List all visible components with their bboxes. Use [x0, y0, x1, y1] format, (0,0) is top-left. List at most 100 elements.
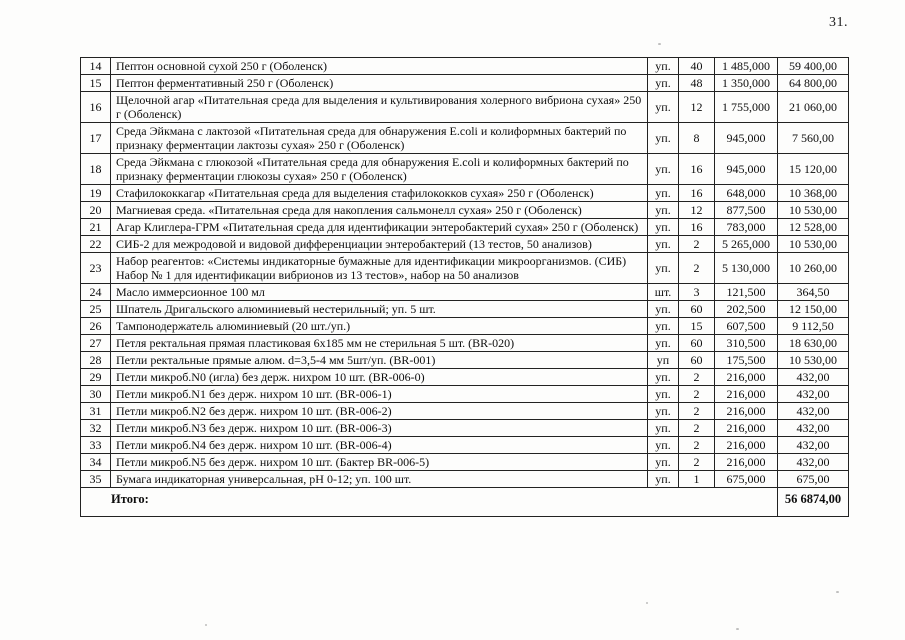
row-number-cell: 29 — [80, 368, 111, 386]
items-body: 14 Пептон основной сухой 250 г (Оболенск)… — [80, 57, 849, 488]
unit-cell: уп. — [647, 419, 679, 437]
quantity-cell: 60 — [678, 351, 715, 369]
unit-price-cell: 5 130,000 — [714, 252, 778, 284]
line-total-cell: 59 400,00 — [777, 57, 849, 75]
table-row: 21 Агар Клиглера-ГРМ «Питательная среда д… — [80, 218, 849, 236]
unit-cell: уп. — [647, 317, 679, 335]
item-description: Агар Клиглера-ГРМ «Питательная среда для… — [110, 218, 648, 236]
unit-price-cell: 216,000 — [714, 436, 778, 454]
quantity-cell: 2 — [678, 436, 715, 454]
table-row: 18 Среда Эйкмана с глюкозой «Питательная … — [80, 153, 849, 185]
quantity-cell: 2 — [678, 368, 715, 386]
item-description: Шпатель Дригальского алюминиевый нестери… — [110, 300, 648, 318]
table-row: 15 Пептон ферментативный 250 г (Оболенск)… — [80, 74, 849, 92]
line-total-cell: 9 112,50 — [777, 317, 849, 335]
line-total-cell: 10 530,00 — [777, 235, 849, 253]
quantity-cell: 16 — [678, 153, 715, 185]
item-description: Среда Эйкмана с глюкозой «Питательная ср… — [110, 153, 648, 185]
row-number-cell: 15 — [80, 74, 111, 92]
quantity-cell: 2 — [678, 419, 715, 437]
table-row: 22 СИБ-2 для межродовой и видовой диффере… — [80, 235, 849, 253]
unit-price-cell: 945,000 — [714, 153, 778, 185]
table-row: 26 Тампонодержатель алюминиевый (20 шт./у… — [80, 317, 849, 335]
row-number-cell: 16 — [80, 91, 111, 123]
item-description: Стафилококкагар «Питательная среда для в… — [110, 184, 648, 202]
line-total-cell: 10 530,00 — [777, 201, 849, 219]
table-row: 29 Петли микроб.N0 (игла) без держ. нихро… — [80, 368, 849, 386]
quantity-cell: 12 — [678, 201, 715, 219]
quantity-cell: 2 — [678, 235, 715, 253]
page-number: 31. — [829, 15, 848, 30]
item-description: Петли микроб.N3 без держ. нихром 10 шт. … — [110, 419, 648, 437]
scan-speck — [736, 628, 739, 630]
price-list-table: 14 Пептон основной сухой 250 г (Оболенск)… — [80, 57, 849, 517]
row-number-cell: 30 — [80, 385, 111, 403]
unit-price-cell: 675,000 — [714, 470, 778, 488]
table-row: 31 Петли микроб.N2 без держ. нихром 10 шт… — [80, 402, 849, 420]
totals-body: Итого: 56 6874,00 — [80, 487, 849, 517]
row-number-cell: 31 — [80, 402, 111, 420]
unit-price-cell: 216,000 — [714, 368, 778, 386]
table-row: 30 Петли микроб.N1 без держ. нихром 10 шт… — [80, 385, 849, 403]
item-description: Набор реагентов: «Системы индикаторные б… — [110, 252, 648, 284]
quantity-cell: 12 — [678, 91, 715, 123]
line-total-cell: 364,50 — [777, 283, 849, 301]
row-number-cell: 26 — [80, 317, 111, 335]
row-number-cell: 20 — [80, 201, 111, 219]
row-number-cell: 21 — [80, 218, 111, 236]
table-row: 23 Набор реагентов: «Системы индикаторные… — [80, 252, 849, 284]
line-total-cell: 12 150,00 — [777, 300, 849, 318]
row-number-cell: 23 — [80, 252, 111, 284]
item-description: Среда Эйкмана с лактозой «Питательная ср… — [110, 122, 648, 154]
table-row: 20 Магниевая среда. «Питательная среда дл… — [80, 201, 849, 219]
quantity-cell: 2 — [678, 252, 715, 284]
unit-price-cell: 175,500 — [714, 351, 778, 369]
unit-cell: уп. — [647, 453, 679, 471]
table-row: 34 Петли микроб.N5 без держ. нихром 10 шт… — [80, 453, 849, 471]
row-number-cell: 18 — [80, 153, 111, 185]
scan-speck — [836, 591, 839, 593]
row-number-cell: 14 — [80, 57, 111, 75]
unit-price-cell: 1 350,000 — [714, 74, 778, 92]
unit-price-cell: 216,000 — [714, 385, 778, 403]
unit-price-cell: 607,500 — [714, 317, 778, 335]
table-row: 33 Петли микроб.N4 без держ. нихром 10 шт… — [80, 436, 849, 454]
item-description: Тампонодержатель алюминиевый (20 шт./уп.… — [110, 317, 648, 335]
row-number-cell: 25 — [80, 300, 111, 318]
unit-cell: шт. — [647, 283, 679, 301]
unit-cell: уп. — [647, 201, 679, 219]
row-number-cell: 33 — [80, 436, 111, 454]
unit-cell: уп. — [647, 153, 679, 185]
item-description: Петли микроб.N4 без держ. нихром 10 шт. … — [110, 436, 648, 454]
unit-cell: уп. — [647, 368, 679, 386]
line-total-cell: 432,00 — [777, 402, 849, 420]
quantity-cell: 60 — [678, 334, 715, 352]
item-description: Щелочной агар «Питательная среда для выд… — [110, 91, 648, 123]
quantity-cell: 60 — [678, 300, 715, 318]
line-total-cell: 432,00 — [777, 419, 849, 437]
unit-price-cell: 783,000 — [714, 218, 778, 236]
scan-speck — [646, 602, 648, 604]
item-description: СИБ-2 для межродовой и видовой дифференц… — [110, 235, 648, 253]
unit-cell: уп. — [647, 122, 679, 154]
line-total-cell: 15 120,00 — [777, 153, 849, 185]
unit-cell: уп. — [647, 74, 679, 92]
unit-price-cell: 1 485,000 — [714, 57, 778, 75]
table-row: 16 Щелочной агар «Питательная среда для в… — [80, 91, 849, 123]
quantity-cell: 8 — [678, 122, 715, 154]
unit-cell: уп — [647, 351, 679, 369]
unit-cell: уп. — [647, 385, 679, 403]
total-value: 56 6874,00 — [777, 487, 849, 517]
unit-cell: уп. — [647, 402, 679, 420]
unit-price-cell: 121,500 — [714, 283, 778, 301]
line-total-cell: 18 630,00 — [777, 334, 849, 352]
unit-price-cell: 877,500 — [714, 201, 778, 219]
line-total-cell: 432,00 — [777, 368, 849, 386]
row-number-cell: 19 — [80, 184, 111, 202]
table-row: 17 Среда Эйкмана с лактозой «Питательная … — [80, 122, 849, 154]
quantity-cell: 1 — [678, 470, 715, 488]
table-row: 14 Пептон основной сухой 250 г (Оболенск)… — [80, 57, 849, 75]
line-total-cell: 12 528,00 — [777, 218, 849, 236]
unit-price-cell: 216,000 — [714, 402, 778, 420]
quantity-cell: 16 — [678, 218, 715, 236]
